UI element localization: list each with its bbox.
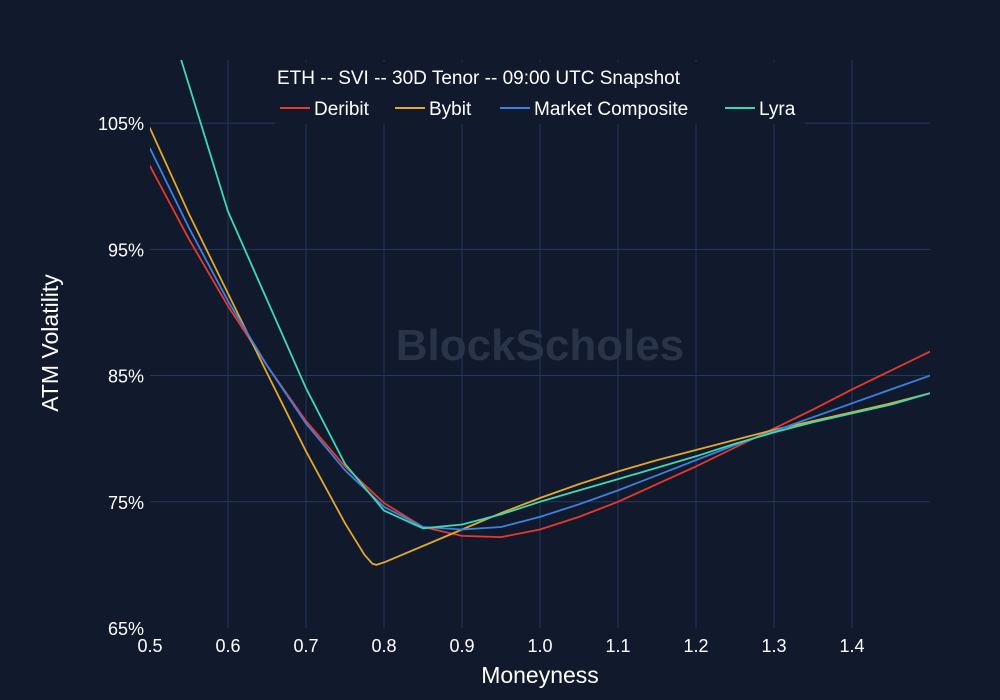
- legend-label: Bybit: [429, 99, 472, 120]
- series-line-market-composite: [150, 147, 930, 531]
- y-tick-label: 85%: [108, 367, 144, 387]
- y-tick-label: 105%: [98, 114, 144, 134]
- x-axis-title: Moneyness: [481, 662, 599, 688]
- legend-title: ETH -- SVI -- 30D Tenor -- 09:00 UTC Sna…: [277, 68, 681, 89]
- x-tick-label: 0.6: [215, 636, 240, 656]
- x-tick-label: 0.5: [137, 636, 162, 656]
- legend-item-deribit: Deribit: [280, 99, 370, 120]
- series-layer: [150, 60, 930, 566]
- legend-label: Lyra: [759, 99, 796, 120]
- legend-item-lyra: Lyra: [725, 99, 796, 120]
- y-tick-label: 65%: [108, 619, 144, 639]
- x-tick-label: 1.3: [761, 636, 786, 656]
- legend-label: Deribit: [314, 99, 370, 120]
- y-tick-label: 95%: [108, 240, 144, 260]
- x-tick-label: 0.9: [449, 636, 474, 656]
- legend: ETH -- SVI -- 30D Tenor -- 09:00 UTC Sna…: [275, 62, 805, 124]
- y-axis-title: ATM Volatility: [37, 274, 63, 412]
- y-axis-ticks: 65% 75% 85% 95% 105%: [98, 114, 144, 639]
- legend-items: Deribit Bybit Market Composite Lyra: [280, 99, 796, 120]
- y-tick-label: 75%: [108, 493, 144, 513]
- x-tick-label: 1.4: [839, 636, 864, 656]
- x-tick-label: 0.7: [293, 636, 318, 656]
- x-tick-label: 0.8: [371, 636, 396, 656]
- legend-item-bybit: Bybit: [395, 99, 472, 120]
- series-line-lyra: [180, 60, 930, 530]
- watermark: BlockScholes: [396, 321, 685, 370]
- legend-label: Market Composite: [534, 99, 688, 120]
- x-tick-label: 1.0: [527, 636, 552, 656]
- x-tick-label: 1.2: [683, 636, 708, 656]
- x-axis-ticks: 0.5 0.6 0.7 0.8 0.9 1.0 1.1 1.2 1.3 1.4: [137, 636, 864, 656]
- x-tick-label: 1.1: [605, 636, 630, 656]
- legend-item-market-composite: Market Composite: [500, 99, 688, 120]
- legend-background: [275, 62, 805, 124]
